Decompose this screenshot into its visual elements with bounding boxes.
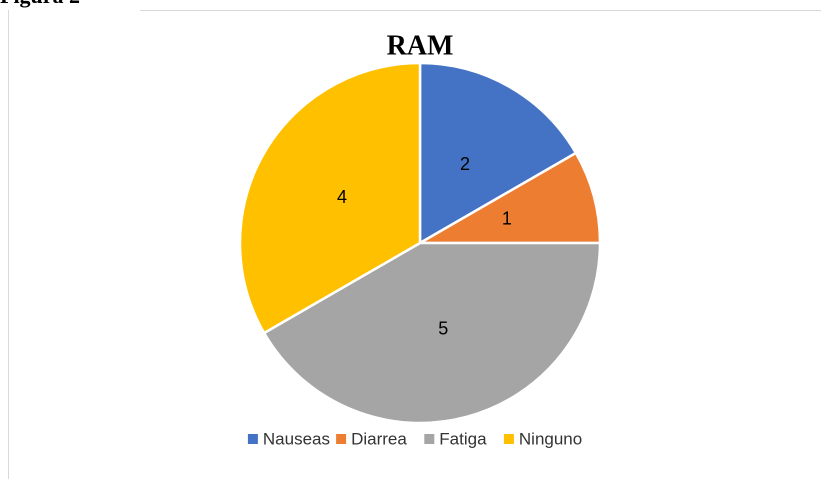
chart-title: RAM: [387, 30, 454, 61]
pie-slice: [418, 61, 578, 246]
data-label: 5: [438, 319, 448, 339]
legend-swatch: [247, 434, 258, 444]
pie-slice: [262, 241, 602, 425]
data-label: 4: [337, 187, 347, 207]
data-label: 2: [460, 154, 470, 174]
legend-label: Fatiga: [439, 429, 487, 448]
legend-swatch: [424, 434, 435, 444]
caption: Figura 2: [0, 0, 80, 8]
pie-slice: [238, 61, 422, 335]
legend-label: Ninguno: [519, 429, 582, 448]
pie-slice: [415, 151, 602, 245]
legend-swatch: [503, 434, 514, 444]
legend-label: Nauseas: [263, 429, 330, 448]
legend-label: Diarrea: [351, 429, 407, 448]
legend-swatch: [336, 434, 347, 444]
data-label: 1: [502, 208, 512, 228]
